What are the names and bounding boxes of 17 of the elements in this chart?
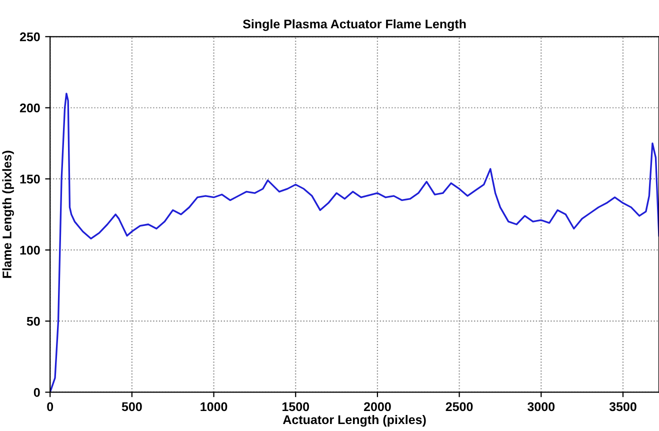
y-tick-label: 0 [34, 388, 40, 397]
y-axis-title: Flame Length (pixles) [2, 150, 14, 278]
chart-title: Single Plasma Actuator Flame Length [242, 19, 466, 31]
y-tick-label: 250 [20, 32, 40, 42]
x-tick-label: 3500 [609, 402, 636, 412]
x-tick-label: 2000 [364, 402, 391, 412]
x-tick-label: 0 [47, 402, 54, 412]
y-tick-label: 50 [26, 316, 40, 326]
x-tick-label: 1000 [200, 402, 228, 412]
y-tick-label: 150 [20, 174, 40, 184]
x-tick-label: 2500 [446, 402, 473, 412]
x-axis-title: Actuator Length (pixles) [282, 414, 426, 427]
y-tick-label: 100 [20, 246, 40, 255]
y-tick-label: 200 [20, 104, 40, 112]
x-tick-label: 1500 [282, 402, 310, 412]
x-tick-label: 500 [122, 402, 142, 412]
x-tick-label: 3000 [528, 402, 555, 412]
